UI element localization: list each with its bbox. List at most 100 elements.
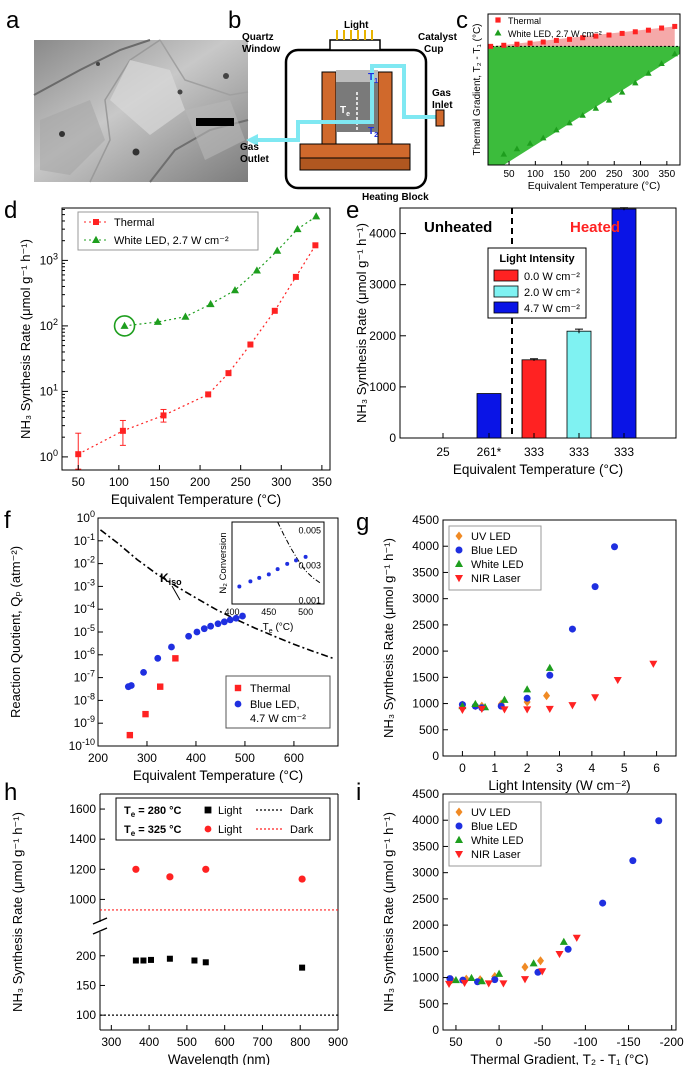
panel-b-schematic: Light Quartz Window Catalyst Cup Te T1 T… [240, 20, 458, 203]
thermal-point [632, 29, 638, 35]
uv-led-point [543, 691, 551, 701]
y-tick-label: 4000 [369, 227, 396, 241]
panel-letter-a: a [6, 7, 20, 34]
inset-y-tick-label: 0.003 [298, 561, 321, 571]
nir-laser-point [523, 706, 532, 714]
y-tick-label: 10-7 [74, 669, 95, 685]
white-led-point [500, 150, 508, 157]
x-tick-label: 700 [252, 1035, 272, 1049]
blue-led-point [546, 671, 554, 679]
thermal-point [672, 23, 678, 29]
white-led-point [632, 79, 639, 86]
panel-letter-g: g [356, 509, 369, 536]
legend-label: Blue LED [471, 821, 518, 833]
nir-laser-point [649, 660, 658, 668]
white-led-point [252, 266, 261, 274]
x-tick-label: 900 [328, 1035, 348, 1049]
y-tick-label: 500 [419, 997, 439, 1011]
x-tick-label: 300 [632, 169, 649, 180]
nir-laser-point [500, 706, 509, 714]
y-axis-label: NH₃ Synthesis Rate (μmol g⁻¹ h⁻¹) [381, 538, 396, 738]
x-tick-label: 800 [290, 1035, 310, 1049]
y-tick-label: 4500 [412, 513, 439, 527]
legend-label: NIR Laser [471, 849, 521, 861]
y-tick-label: 1000 [412, 971, 439, 985]
legend-marker-light [204, 806, 212, 814]
inset-x-tick-label: 450 [261, 607, 276, 617]
y-tick-label: 101 [40, 382, 58, 398]
uv-led-point [537, 956, 545, 966]
panel-letter-i: i [356, 779, 361, 806]
white-led-point [293, 224, 302, 233]
y-tick-label: 10-2 [74, 555, 95, 571]
uv-led-point [462, 974, 470, 984]
y-tick-label: 1500 [412, 944, 439, 958]
y-tick-label: 4500 [412, 787, 439, 801]
y-tick-label: 103 [40, 251, 58, 267]
blue-led-point [200, 625, 208, 633]
y-axis-label: NH₃ Synthesis Rate (μmol g⁻¹ h⁻¹) [381, 812, 396, 1012]
legend-marker [455, 807, 463, 817]
y-tick-label: 0 [432, 1023, 439, 1037]
inset-point [248, 579, 253, 584]
thermal-point [292, 273, 299, 280]
x-tick-label: 600 [284, 751, 304, 765]
legend-title: Light Intensity [499, 253, 575, 265]
white-led-point [559, 937, 568, 945]
thermal-point [553, 37, 559, 43]
white-led-point [592, 105, 600, 111]
legend-label-blue-led: Blue LED, [250, 699, 300, 711]
light-arrows [336, 30, 373, 40]
legend-label: NIR Laser [471, 573, 521, 585]
y-tick-label: 3000 [412, 592, 439, 606]
x-axis-label: Wavelength (nm) [168, 1052, 270, 1065]
legend-label: White LED [471, 835, 524, 847]
y-tick-label: 2500 [412, 618, 439, 632]
x-tick-label: 150 [149, 475, 169, 489]
white-led-point [540, 134, 547, 141]
white-led-point [153, 317, 162, 325]
chart-g-synthesis-vs-intensity: 0 1 2 3 4 5 6 0 500 1000 1500 2000 2500 3000 3500 4000 4… [381, 513, 677, 793]
y-axis-label: Thermal Gradient, T₂ - T₁ (°C) [472, 23, 483, 155]
te-280-point [191, 957, 198, 964]
white-led-point [467, 973, 476, 982]
legend-marker [455, 546, 463, 554]
y-tick-label: 1200 [69, 862, 96, 876]
blue-led-point [154, 654, 162, 662]
legend-te-label: Te = 280 °C [124, 805, 182, 819]
panel-a-micrograph [33, 39, 249, 183]
axis-break-mark [92, 927, 108, 935]
panel-letter-c: c [456, 7, 468, 34]
y-tick-label: 10-3 [74, 577, 95, 593]
y-tick-label: 100 [40, 448, 58, 464]
panel-letter-d: d [4, 197, 17, 224]
white-led-point [451, 975, 460, 984]
bar [521, 359, 547, 439]
legend-swatch [493, 269, 519, 282]
y-tick-label: 10-6 [74, 646, 95, 662]
thermal-point [271, 307, 278, 314]
x-tick-label: 250 [231, 475, 251, 489]
legend-marker-blue-led [234, 700, 242, 708]
nir-laser-point [545, 705, 554, 713]
legend-label-dark: Dark [290, 805, 314, 817]
inset-point [285, 561, 290, 566]
legend-label: UV LED [471, 807, 511, 819]
legend-marker [455, 822, 463, 830]
y-tick-label: 2500 [412, 892, 439, 906]
x-axis-label: Equivalent Temperature (°C) [453, 462, 623, 477]
white-led-point [477, 977, 486, 985]
legend-label-thermal: Thermal [250, 683, 290, 695]
nir-laser-point [520, 976, 530, 984]
thermal-point [75, 451, 82, 458]
thermal-point [119, 427, 126, 434]
catalyst-label-1: Catalyst [418, 32, 458, 43]
x-tick-label: 50 [449, 1035, 463, 1049]
x-tick-label: 200 [88, 751, 108, 765]
plot-frame [61, 207, 331, 471]
white-led-point [658, 60, 665, 66]
panel-letter-f: f [4, 507, 11, 534]
white-led-point [526, 140, 534, 146]
inset-point [266, 572, 271, 577]
